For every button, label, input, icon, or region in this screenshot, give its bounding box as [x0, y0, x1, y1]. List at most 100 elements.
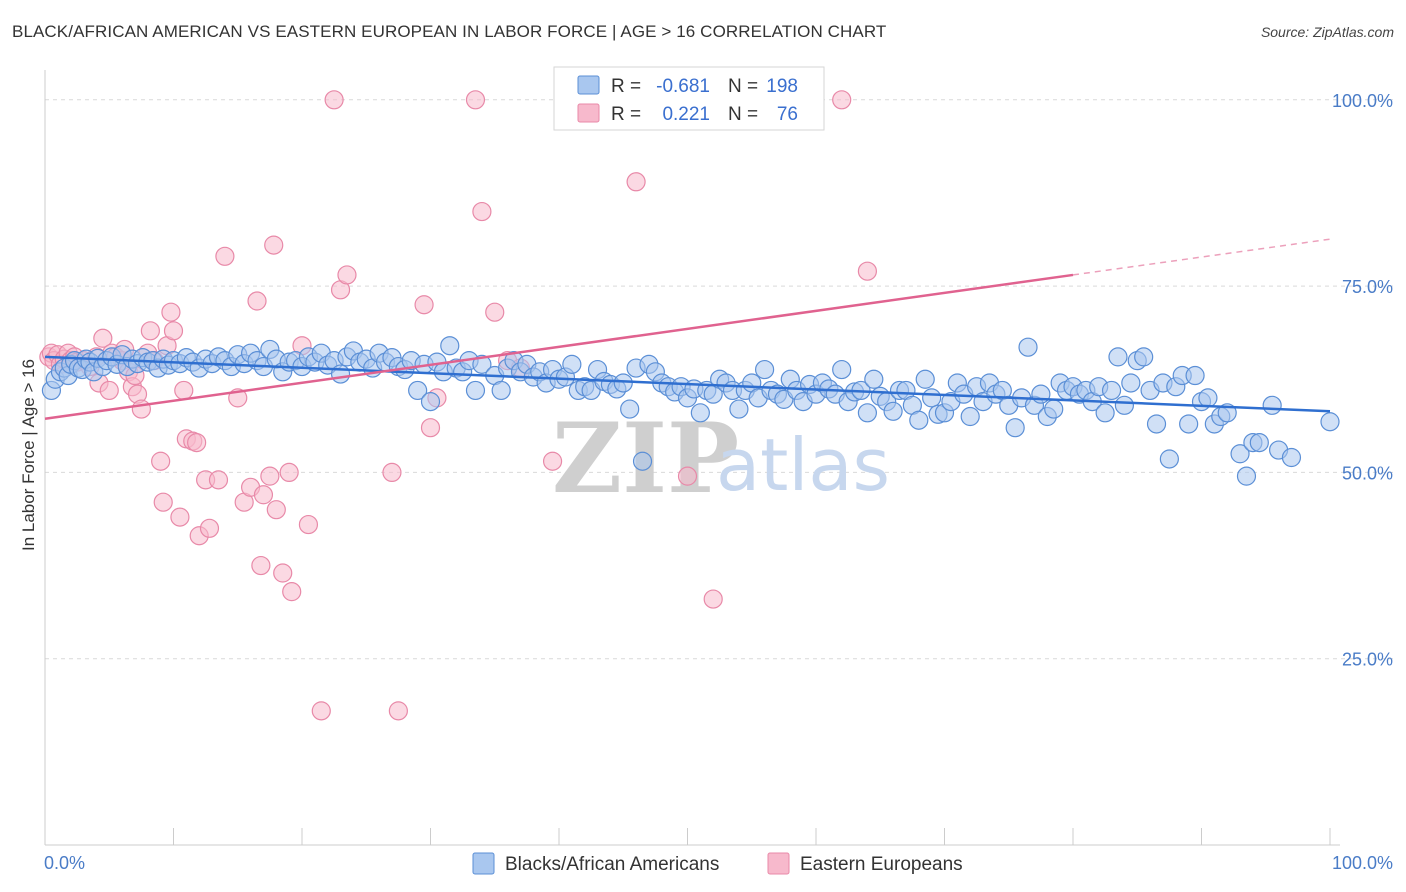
watermark-atlas: atlas	[716, 423, 890, 507]
data-point	[273, 563, 293, 583]
data-point	[1159, 449, 1179, 469]
data-point	[613, 373, 633, 393]
y-axis-label: In Labor Force | Age > 16	[19, 359, 38, 551]
data-point	[337, 265, 357, 285]
data-point	[153, 492, 173, 512]
data-point	[420, 392, 441, 412]
data-point	[408, 380, 428, 401]
data-point	[99, 380, 119, 401]
bottom-legend-label-blue: Blacks/African Americans	[505, 854, 719, 875]
data-point	[1146, 414, 1167, 434]
legend-n-value-pink: 76	[777, 104, 798, 125]
data-point	[620, 399, 640, 419]
data-point	[542, 451, 563, 471]
trend-line-eastern-europeans-extension	[1072, 238, 1331, 276]
trend-line-blacks	[44, 355, 1331, 413]
legend-r-value-blue: -0.681	[656, 76, 710, 97]
data-point	[253, 485, 274, 505]
y-tick-label: 25.0%	[1342, 650, 1393, 670]
data-point	[883, 401, 903, 421]
data-point	[1249, 432, 1269, 453]
legend-swatch-pink	[577, 103, 600, 123]
data-point	[754, 359, 775, 380]
data-point	[472, 201, 492, 222]
data-point	[1230, 444, 1250, 464]
data-point	[161, 302, 181, 322]
legend-r-label-pink: R =	[611, 104, 641, 125]
legend-n-value-blue: 198	[766, 76, 798, 97]
axes	[44, 70, 1340, 846]
data-point	[140, 321, 160, 341]
data-point	[1018, 337, 1038, 357]
legend-box: R = -0.681 N = 198 R = 0.221 N = 76	[553, 66, 825, 131]
data-point	[1101, 380, 1122, 401]
data-point	[324, 90, 344, 110]
data-point	[491, 380, 511, 401]
source-label: Source: ZipAtlas.com	[1260, 24, 1394, 40]
data-point	[632, 451, 653, 471]
data-point	[260, 466, 280, 486]
data-point	[703, 589, 723, 609]
data-point	[131, 399, 151, 419]
data-point	[298, 514, 319, 535]
data-point	[1179, 414, 1199, 434]
data-point	[626, 172, 646, 192]
data-point	[915, 369, 935, 389]
bottom-legend-swatch-pink	[767, 852, 790, 875]
data-point	[909, 410, 929, 430]
data-point	[330, 364, 351, 384]
x-tick-label-max: 100.0%	[1332, 853, 1393, 873]
data-point	[1044, 399, 1064, 419]
data-point	[187, 432, 207, 453]
data-point	[1262, 395, 1282, 415]
data-point	[388, 701, 408, 721]
data-point	[1320, 412, 1340, 432]
data-point	[208, 470, 229, 490]
y-tick-label: 75.0%	[1342, 277, 1393, 297]
data-point	[1121, 373, 1141, 393]
data-point	[151, 451, 171, 471]
data-point	[174, 380, 194, 401]
data-point	[311, 701, 331, 721]
data-point	[1134, 347, 1154, 367]
legend-swatch-blue	[577, 75, 600, 95]
data-point	[279, 462, 299, 483]
data-point	[1185, 365, 1205, 386]
legend-n-label-blue: N =	[728, 76, 758, 97]
data-point	[690, 403, 710, 423]
data-point	[1108, 347, 1128, 367]
y-tick-label: 50.0%	[1342, 463, 1393, 483]
data-point	[382, 462, 402, 483]
data-point	[562, 354, 582, 374]
data-point	[465, 90, 486, 110]
data-point	[857, 261, 878, 281]
data-point	[465, 380, 486, 401]
data-point	[264, 235, 284, 255]
chart-title: BLACK/AFRICAN AMERICAN VS EASTERN EUROPE…	[12, 22, 887, 41]
data-point	[472, 354, 492, 374]
data-point	[247, 291, 267, 311]
data-point	[960, 406, 980, 427]
data-point	[1281, 447, 1302, 468]
data-point	[414, 295, 434, 315]
legend-r-label-blue: R =	[611, 76, 641, 97]
data-point	[1005, 418, 1025, 438]
data-point	[282, 582, 302, 602]
data-point	[1095, 403, 1115, 423]
bottom-legend-label-pink: Eastern Europeans	[800, 854, 963, 875]
data-point	[922, 388, 942, 408]
y-tick-labels: 25.0% 50.0% 75.0% 100.0%	[1332, 91, 1393, 670]
series-eastern-europeans	[39, 90, 878, 721]
bottom-legend: Blacks/African Americans Eastern Europea…	[472, 852, 963, 875]
data-point	[1236, 466, 1257, 486]
data-point	[485, 302, 505, 322]
data-point	[420, 418, 441, 438]
data-point	[266, 500, 286, 520]
legend-r-value-pink: 0.221	[662, 104, 710, 125]
bottom-legend-swatch-blue	[472, 852, 495, 875]
data-point	[251, 555, 271, 576]
trend-lines	[44, 238, 1331, 420]
data-point	[170, 507, 190, 527]
data-point	[215, 246, 235, 266]
data-point	[199, 518, 220, 538]
